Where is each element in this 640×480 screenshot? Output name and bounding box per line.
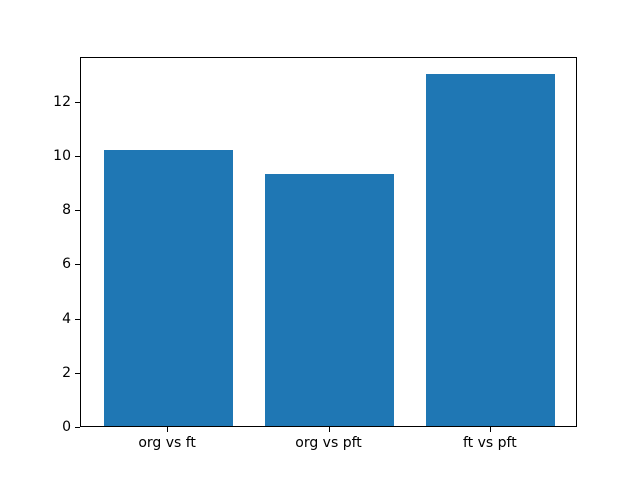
y-tick-label-10: 10 xyxy=(53,147,71,164)
y-tick-label-0: 0 xyxy=(62,419,71,435)
x-tick-mark-ft-vs-pft xyxy=(489,427,491,432)
bar-ft-vs-pft xyxy=(426,73,556,426)
x-tick-mark-org-vs-ft xyxy=(167,427,169,432)
y-tick-label-6: 6 xyxy=(62,256,71,273)
bar-org-vs-ft xyxy=(103,149,233,426)
y-tick-label-8: 8 xyxy=(62,202,71,219)
y-tick-mark-4 xyxy=(75,318,80,320)
y-tick-mark-12 xyxy=(75,101,80,103)
bar-org-vs-pft xyxy=(264,173,395,426)
y-tick-mark-2 xyxy=(75,372,80,374)
y-tick-mark-8 xyxy=(75,210,80,212)
x-tick-label-org-vs-pft: org vs pft xyxy=(295,435,362,451)
y-tick-label-12: 12 xyxy=(53,93,71,110)
x-tick-label-ft-vs-pft: ft vs pft xyxy=(463,435,517,451)
y-tick-label-4: 4 xyxy=(62,310,71,327)
y-tick-mark-0 xyxy=(75,427,80,428)
y-tick-mark-6 xyxy=(75,264,80,266)
x-tick-label-org-vs-ft: org vs ft xyxy=(138,435,196,451)
x-tick-mark-org-vs-pft xyxy=(328,427,330,432)
plot-area xyxy=(80,57,577,427)
y-tick-mark-10 xyxy=(75,155,80,157)
y-tick-label-2: 2 xyxy=(62,364,71,381)
